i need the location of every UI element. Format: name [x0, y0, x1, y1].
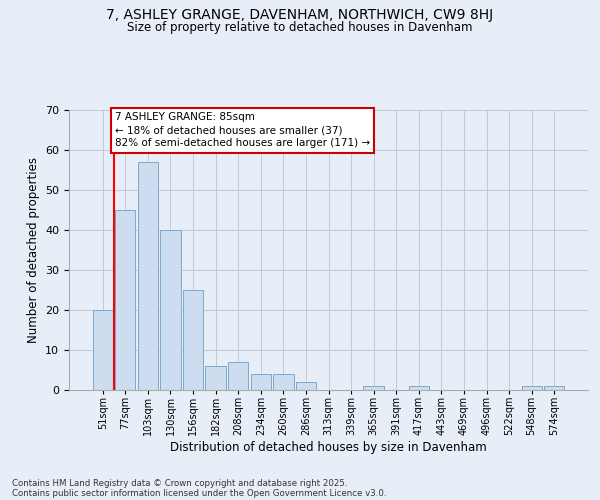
- X-axis label: Distribution of detached houses by size in Davenham: Distribution of detached houses by size …: [170, 440, 487, 454]
- Bar: [273, 374, 293, 390]
- Bar: [251, 374, 271, 390]
- Y-axis label: Number of detached properties: Number of detached properties: [26, 157, 40, 343]
- Bar: [160, 230, 181, 390]
- Bar: [521, 386, 542, 390]
- Text: 7 ASHLEY GRANGE: 85sqm
← 18% of detached houses are smaller (37)
82% of semi-det: 7 ASHLEY GRANGE: 85sqm ← 18% of detached…: [115, 112, 370, 148]
- Bar: [205, 366, 226, 390]
- Bar: [92, 310, 113, 390]
- Bar: [138, 162, 158, 390]
- Bar: [296, 382, 316, 390]
- Text: Contains HM Land Registry data © Crown copyright and database right 2025.: Contains HM Land Registry data © Crown c…: [12, 478, 347, 488]
- Text: 7, ASHLEY GRANGE, DAVENHAM, NORTHWICH, CW9 8HJ: 7, ASHLEY GRANGE, DAVENHAM, NORTHWICH, C…: [106, 8, 494, 22]
- Bar: [364, 386, 384, 390]
- Text: Contains public sector information licensed under the Open Government Licence v3: Contains public sector information licen…: [12, 488, 386, 498]
- Bar: [544, 386, 565, 390]
- Bar: [228, 362, 248, 390]
- Bar: [409, 386, 429, 390]
- Bar: [183, 290, 203, 390]
- Text: Size of property relative to detached houses in Davenham: Size of property relative to detached ho…: [127, 21, 473, 34]
- Bar: [115, 210, 136, 390]
